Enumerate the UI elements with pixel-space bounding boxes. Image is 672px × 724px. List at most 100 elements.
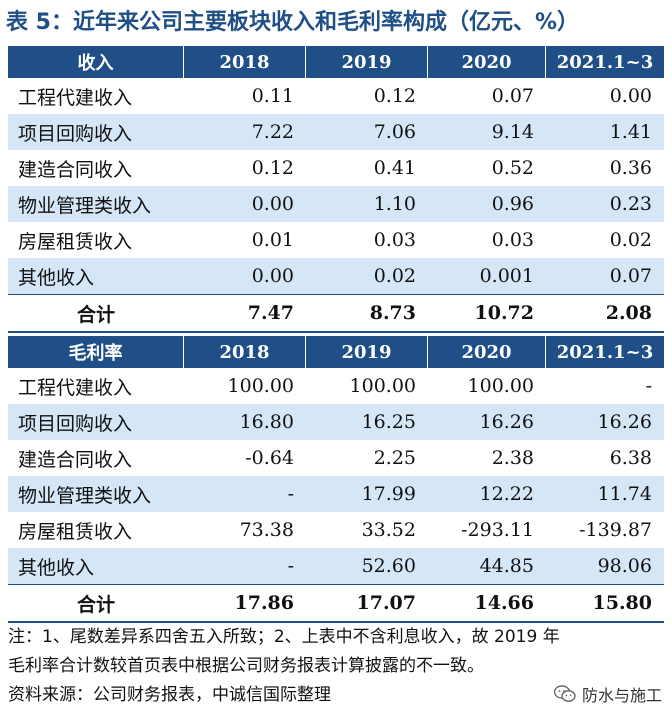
table-row: 其他收入 - 52.60 44.85 98.06 — [8, 548, 664, 584]
cell-value: -0.64 — [245, 447, 294, 469]
table-row: 项目回购收入 7.22 7.06 9.14 1.41 — [8, 114, 664, 150]
cell-value: 9.14 — [491, 121, 534, 143]
header-cell: 2019 — [306, 46, 428, 78]
header-cell: 2018 — [184, 46, 306, 78]
margin-body: 工程代建收入 100.00 100.00 100.00 - 项目回购收入 16.80 16.2… — [8, 368, 664, 623]
row-label: 建造合同收入 — [18, 158, 133, 181]
row-label: 工程代建收入 — [18, 86, 133, 109]
revenue-header-row: 收入 2018 2019 2020 2021.1~3 — [8, 46, 664, 78]
cell-value: 1.41 — [609, 121, 652, 143]
cell-value: 7.22 — [251, 121, 294, 143]
cell-value: 2.38 — [491, 447, 534, 469]
margin-table: 毛利率 2018 2019 2020 2021.1~3 工程代建收入 100.00… — [8, 336, 664, 623]
cell-value: 98.06 — [597, 555, 652, 577]
total-row: 合计 7.47 8.73 10.72 2.08 — [8, 294, 664, 333]
total-label: 合计 — [76, 303, 115, 326]
cell-value: 100.00 — [227, 375, 294, 397]
table-row: 建造合同收入 -0.64 2.25 2.38 6.38 — [8, 440, 664, 476]
header-cell: 2020 — [428, 46, 546, 78]
row-label: 项目回购收入 — [18, 412, 133, 435]
cell-value: 0.00 — [251, 265, 294, 287]
table-row: 其他收入 0.00 0.02 0.001 0.07 — [8, 258, 664, 294]
cell-value: 0.03 — [491, 229, 534, 251]
revenue-table: 收入 2018 2019 2020 2021.1~3 工程代建收入 0.11 0.1… — [8, 46, 664, 333]
header-cell: 2021.1~3 — [556, 51, 654, 73]
cell-value: 0.02 — [609, 229, 652, 251]
cell-value: 0.96 — [491, 193, 534, 215]
cell-value: - — [287, 555, 294, 577]
cell-value: 0.07 — [609, 265, 652, 287]
cell-value: 44.85 — [479, 555, 534, 577]
row-label: 建造合同收入 — [18, 448, 133, 471]
cell-value: 0.41 — [373, 157, 416, 179]
cell-value: 0.00 — [609, 85, 652, 107]
table-row: 工程代建收入 100.00 100.00 100.00 - — [8, 368, 664, 404]
cell-value: 16.26 — [597, 411, 652, 433]
cell-value: 0.01 — [251, 229, 294, 251]
header-cell: 2021.1~3 — [556, 341, 654, 363]
header-cell: 2019 — [306, 336, 428, 368]
cell-value: 73.38 — [239, 519, 294, 541]
header-cell: 收入 — [8, 46, 184, 78]
watermark: 防水与施工 — [553, 682, 662, 706]
cell-value: 12.22 — [479, 483, 534, 505]
row-label: 房屋租赁收入 — [18, 230, 133, 253]
row-label: 物业管理类收入 — [18, 194, 152, 217]
source-line: 资料来源：公司财务报表，中诚信国际整理 — [8, 685, 331, 705]
cell-value: 0.23 — [609, 193, 652, 215]
table-row: 建造合同收入 0.12 0.41 0.52 0.36 — [8, 150, 664, 186]
cell-value: 0.36 — [609, 157, 652, 179]
cell-value: 11.74 — [597, 483, 652, 505]
cell-value: 0.03 — [373, 229, 416, 251]
cell-value: 0.52 — [491, 157, 534, 179]
row-label: 其他收入 — [18, 556, 95, 579]
cell-value: 6.38 — [609, 447, 652, 469]
cell-value: -139.87 — [579, 519, 652, 541]
total-value: 17.86 — [234, 592, 295, 614]
total-value: 7.47 — [247, 302, 294, 324]
table-row: 项目回购收入 16.80 16.25 16.26 16.26 — [8, 404, 664, 440]
cell-value: 0.02 — [373, 265, 416, 287]
cell-value: - — [287, 483, 294, 505]
row-label: 物业管理类收入 — [18, 484, 152, 507]
total-value: 14.66 — [474, 592, 535, 614]
total-value: 8.73 — [369, 302, 416, 324]
cell-value: - — [645, 375, 652, 397]
cell-value: -293.11 — [461, 519, 534, 541]
notes: 注：1、尾数差异系四舍五入所致；2、上表中不含利息收入，故 2019 年 毛利率… — [8, 623, 664, 710]
revenue-body: 工程代建收入 0.11 0.12 0.07 0.00 项目回购收入 7.22 7.06 9.14… — [8, 78, 664, 333]
row-label: 项目回购收入 — [18, 122, 133, 145]
cell-value: 33.52 — [361, 519, 416, 541]
margin-header-row: 毛利率 2018 2019 2020 2021.1~3 — [8, 336, 664, 368]
table-row: 房屋租赁收入 73.38 33.52 -293.11 -139.87 — [8, 512, 664, 548]
table-row: 物业管理类收入 - 17.99 12.22 11.74 — [8, 476, 664, 512]
cell-value: 0.12 — [373, 85, 416, 107]
cell-value: 0.07 — [491, 85, 534, 107]
row-label: 其他收入 — [18, 266, 95, 289]
cell-value: 2.25 — [373, 447, 416, 469]
table-row: 房屋租赁收入 0.01 0.03 0.03 0.02 — [8, 222, 664, 258]
table-row: 物业管理类收入 0.00 1.10 0.96 0.23 — [8, 186, 664, 222]
total-label: 合计 — [76, 593, 115, 616]
cell-value: 100.00 — [349, 375, 416, 397]
row-label: 工程代建收入 — [18, 376, 133, 399]
table-title: 表 5：近年来公司主要板块收入和毛利率构成（亿元、%） — [6, 10, 580, 35]
header-cell: 2020 — [428, 336, 546, 368]
total-row: 合计 17.86 17.07 14.66 15.80 — [8, 584, 664, 623]
wechat-icon — [553, 685, 576, 702]
total-value: 10.72 — [474, 302, 535, 324]
note-line-2: 毛利率合计数较首页表中根据公司财务报表计算披露的不一致。 — [8, 656, 484, 676]
cell-value: 52.60 — [361, 555, 416, 577]
header-cell: 毛利率 — [8, 336, 184, 368]
total-value: 17.07 — [356, 592, 417, 614]
cell-value: 16.80 — [239, 411, 294, 433]
total-value: 15.80 — [592, 592, 653, 614]
cell-value: 0.00 — [251, 193, 294, 215]
table-row: 工程代建收入 0.11 0.12 0.07 0.00 — [8, 78, 664, 114]
header-cell: 2018 — [184, 336, 306, 368]
watermark-text: 防水与施工 — [581, 686, 662, 705]
note-line-1: 注：1、尾数差异系四舍五入所致；2、上表中不含利息收入，故 2019 年 — [8, 627, 560, 647]
cell-value: 16.26 — [479, 411, 534, 433]
cell-value: 7.06 — [373, 121, 416, 143]
cell-value: 0.12 — [251, 157, 294, 179]
